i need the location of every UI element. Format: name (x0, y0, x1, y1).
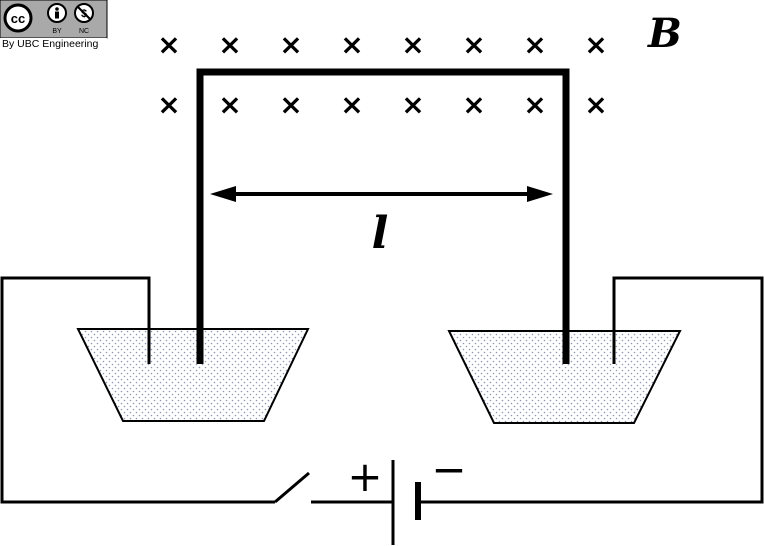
field-x-mark: × (218, 28, 241, 61)
conducting-rod (196, 68, 570, 364)
nc-label: NC (79, 28, 89, 35)
magnetic-field-marks: × × × × × × × × × × × × × × × × (157, 28, 607, 121)
cc-label: cc (11, 11, 25, 26)
field-x-mark: × (157, 88, 180, 121)
field-x-mark: × (157, 28, 180, 61)
left-circuit-wire (0, 276, 275, 504)
field-x-mark: × (523, 88, 546, 121)
field-x-mark: × (523, 28, 546, 61)
battery-minus-label: − (431, 445, 466, 494)
field-x-mark: × (584, 28, 607, 61)
switch-lever (274, 471, 310, 504)
field-x-mark: × (584, 88, 607, 121)
field-x-mark: × (340, 88, 363, 121)
field-x-mark: × (340, 28, 363, 61)
by-label: BY (52, 28, 62, 35)
license-badge: cc $ BY NC By UBC Engineering (0, 0, 108, 50)
battery-plus-label: + (347, 452, 382, 501)
left-mercury-cup (76, 328, 310, 422)
field-label: B (647, 10, 682, 57)
length-arrow (210, 186, 553, 202)
right-mercury-cup (447, 330, 682, 424)
cc-icon (3, 3, 33, 33)
field-x-mark: × (462, 28, 485, 61)
length-label: l (372, 208, 389, 259)
right-circuit-wire (418, 276, 764, 504)
field-x-mark: × (218, 88, 241, 121)
field-x-mark: × (401, 28, 424, 61)
field-x-mark: × (279, 88, 302, 121)
field-x-mark: × (401, 88, 424, 121)
credit-text: By UBC Engineering (2, 38, 98, 50)
field-x-mark: × (462, 88, 485, 121)
field-x-mark: × (279, 28, 302, 61)
